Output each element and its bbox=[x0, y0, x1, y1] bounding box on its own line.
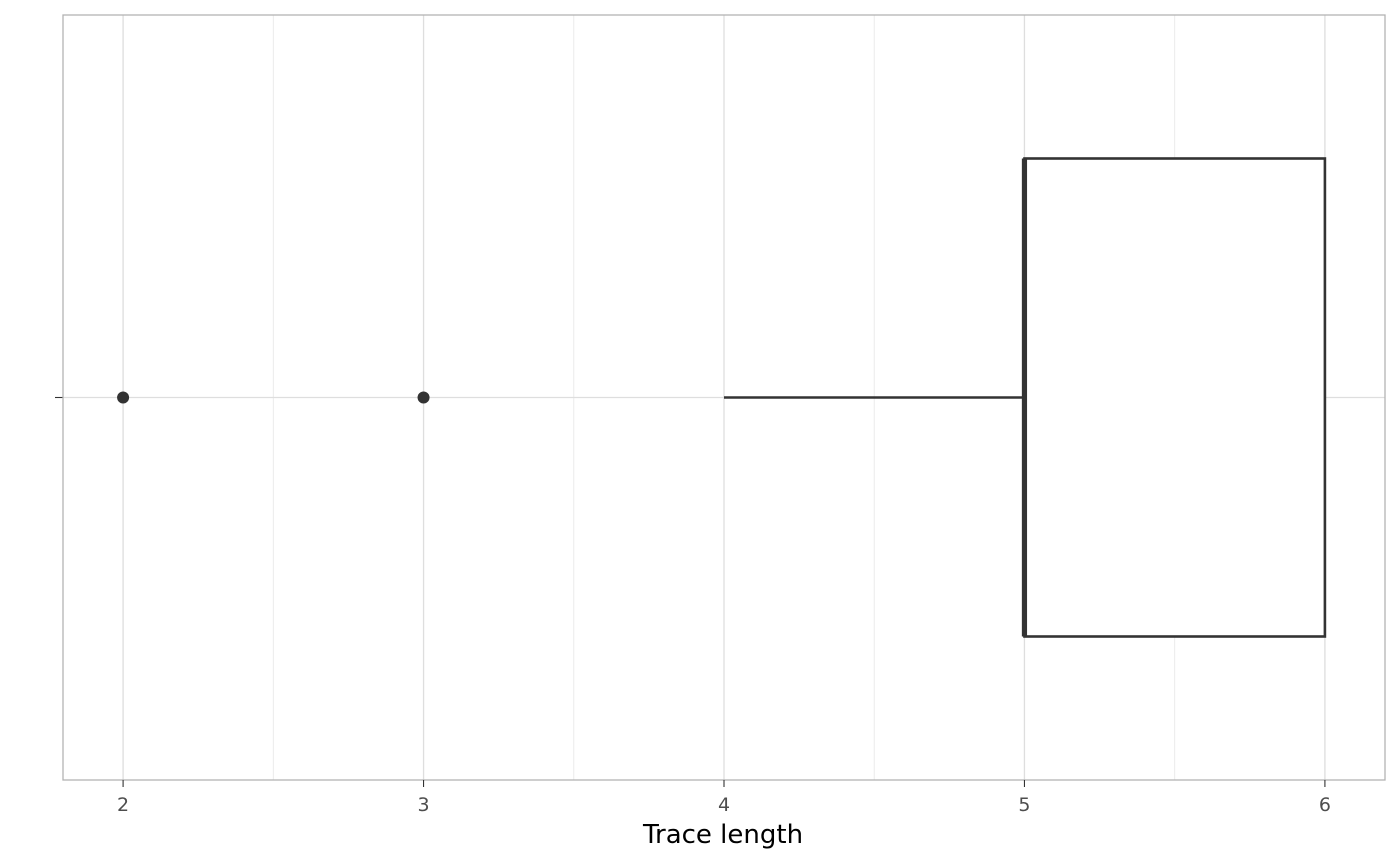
x-tick-label: 3 bbox=[417, 794, 429, 816]
x-tick-label: 2 bbox=[117, 794, 129, 816]
outlier-point bbox=[417, 391, 430, 404]
x-tick-label: 5 bbox=[1018, 794, 1030, 816]
outlier-point bbox=[117, 391, 130, 404]
iqr-box bbox=[1023, 157, 1327, 638]
box-layer bbox=[724, 157, 1327, 638]
outlier-layer bbox=[117, 391, 430, 404]
x-tick-label: 6 bbox=[1319, 794, 1331, 816]
x-axis-ticks: 2 3 4 5 6 bbox=[117, 780, 1331, 816]
x-axis-title: Trace length bbox=[642, 820, 803, 850]
x-tick-label: 4 bbox=[718, 794, 730, 816]
